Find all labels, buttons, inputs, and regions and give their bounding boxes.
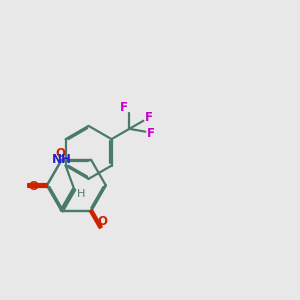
Text: F: F (145, 111, 153, 124)
Text: O: O (97, 215, 107, 228)
Text: F: F (120, 101, 128, 114)
Text: H: H (76, 189, 85, 199)
Text: O: O (55, 147, 65, 160)
Text: NH: NH (52, 153, 72, 166)
Text: O: O (28, 180, 38, 193)
Text: F: F (147, 127, 154, 140)
